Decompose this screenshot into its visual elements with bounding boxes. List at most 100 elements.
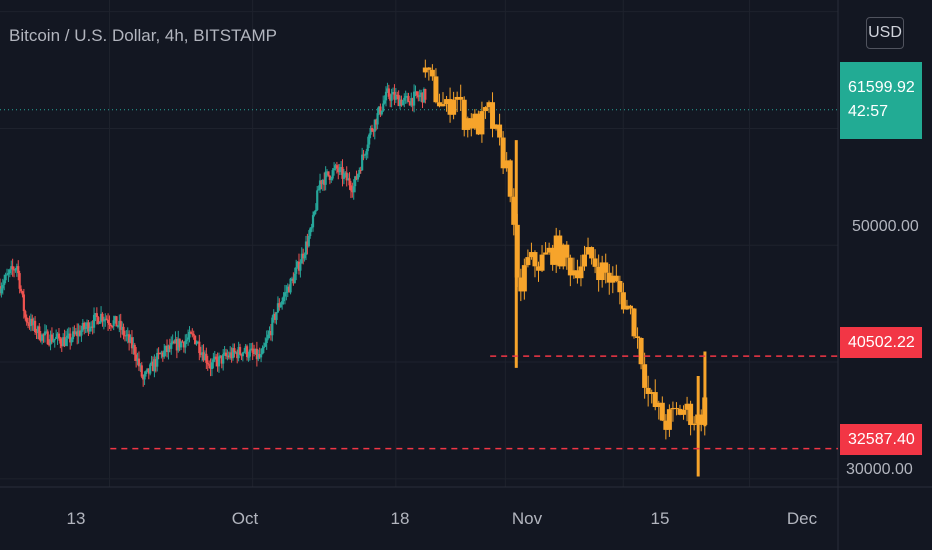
candle-body [32,320,35,326]
x-tick-label: Oct [231,509,259,528]
candle-body [468,118,474,129]
candle-body [420,92,423,95]
candle-body [157,352,160,354]
candle-body [244,346,247,352]
level-badge-lower: 32587.40 [840,424,922,455]
candle-body [268,331,271,335]
candle-body [451,99,457,115]
candle-body [14,269,17,271]
candle-body [94,313,97,315]
candle-body [69,333,72,343]
candle-body [264,342,267,347]
candle-body [659,402,665,421]
candle-body [444,99,450,105]
candle-body [135,354,138,361]
candle-body [313,211,316,216]
candle-body [511,196,517,225]
candle-body [408,101,411,106]
candle-body [410,98,413,106]
candle-body [299,263,302,271]
candle-body [557,235,563,267]
candle-body [578,266,584,279]
candle-body [397,94,400,107]
candle-body [140,365,143,377]
candle-body [458,96,464,100]
candle-body [92,314,96,328]
candle-body [192,333,195,336]
candle-body [380,110,383,115]
candle-body [209,365,212,369]
candle-body [171,341,174,343]
candle-body [24,311,27,318]
currency-button[interactable]: USD [866,17,904,49]
candle-body [356,174,360,180]
x-tick-label: 15 [650,509,670,528]
candle-body [184,340,187,348]
candle-body [62,337,65,347]
candle-body [369,127,372,135]
candle-body [182,342,185,348]
candle-body [175,339,178,351]
candle-body [351,190,354,193]
candle-body [189,331,193,334]
candle-body [546,247,552,253]
candle-body [617,280,623,293]
candle-body [382,103,385,111]
candle-body [7,273,10,275]
candle-body [151,361,155,372]
candle-body [316,190,319,210]
candle-body [146,368,149,372]
candle-body [624,305,630,310]
candle-body [560,244,566,267]
candle-body [366,144,369,152]
candle-body [389,96,392,101]
candle-body [507,160,513,197]
candle-body [461,99,467,130]
candle-body [553,235,559,265]
candle-body [638,338,644,365]
candle-body [53,338,56,341]
candle-body [412,91,416,106]
candle-body [310,227,313,229]
candle-body [164,345,167,351]
candle-body [393,91,396,100]
candle-body [60,343,63,347]
candle-body [77,330,80,337]
candle-body [83,322,86,329]
candle-body [48,344,51,346]
candle-body [417,95,420,98]
candle-body [344,172,347,174]
candle-body [179,341,183,348]
candle-body [500,137,506,169]
candle-body [331,170,334,179]
candle-body [255,348,258,360]
candle-body [376,113,379,125]
candle-body [194,335,197,345]
candle-body [302,253,305,259]
candle-body [269,331,273,336]
candle-body [116,325,120,327]
candle-body [52,340,55,342]
candle-body [645,387,651,394]
candle-body [17,266,20,274]
candle-body [208,364,211,366]
candle-body [391,91,395,95]
candle-body [224,352,228,357]
candle-body [213,356,216,360]
candle-body [144,371,148,375]
candle-body [599,262,605,281]
candle-body [688,403,694,426]
candle-body [296,261,299,268]
candle-body [418,94,421,98]
candle-body [429,69,435,77]
candle-body [422,67,428,73]
candle-body [130,337,134,349]
candle-body [603,262,609,273]
candle-body [663,420,669,430]
candle-body [606,272,612,283]
candle-body [365,151,368,155]
candle-body [97,317,100,324]
candle-body [656,402,662,408]
candle-body [475,113,481,135]
